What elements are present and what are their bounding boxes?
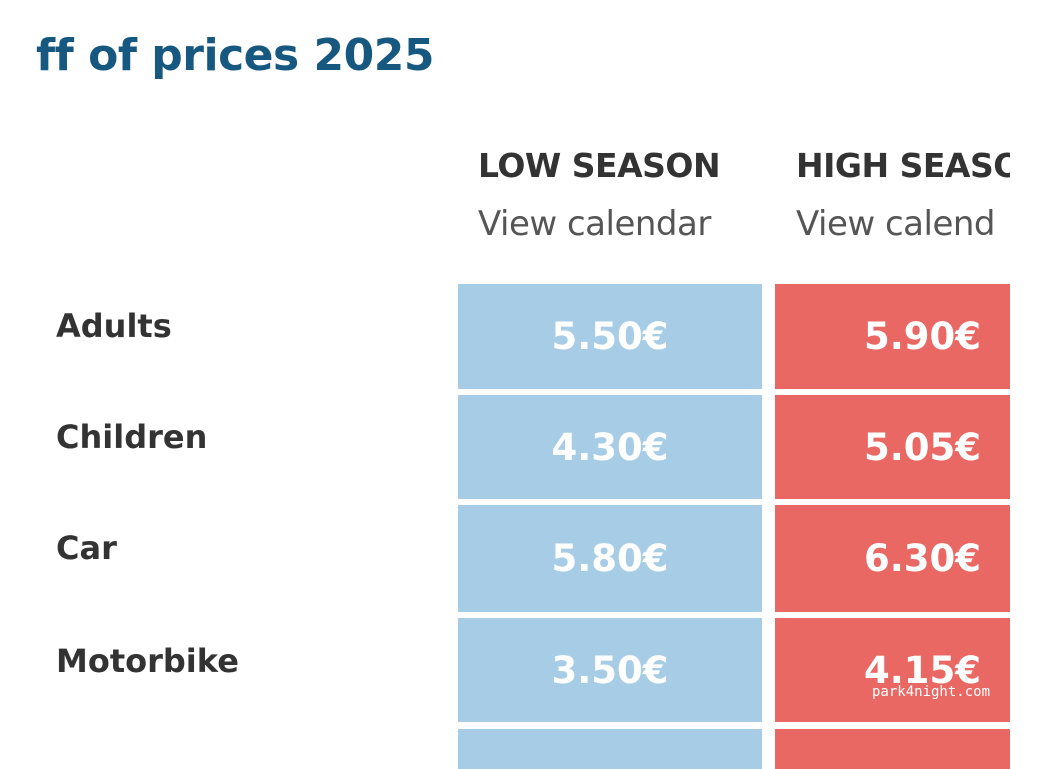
high-season-header: HIGH SEASO View calend <box>796 143 1010 247</box>
row-label-children: Children <box>56 418 208 456</box>
watermark: park4night.com <box>872 684 991 700</box>
high-season-title: HIGH SEASO <box>796 146 1010 185</box>
low-season-calendar-link[interactable]: View calendar <box>478 204 711 244</box>
low-season-header: LOW SEASON View calendar <box>478 143 748 247</box>
row-label-motorbike: Motorbike <box>56 642 239 680</box>
price-high-partial-row <box>775 729 1010 769</box>
page-title: ff of prices 2025 <box>36 30 434 81</box>
price-high-car: 6.30€ <box>775 505 1010 612</box>
price-high-adults: 5.90€ <box>775 284 1010 389</box>
row-label-car: Car <box>56 529 117 567</box>
price-low-motorbike: 3.50€ <box>458 618 762 722</box>
price-low-adults: 5.50€ <box>458 284 762 389</box>
row-label-adults: Adults <box>56 307 172 345</box>
price-low-partial-row <box>458 729 762 769</box>
price-low-car: 5.80€ <box>458 505 762 612</box>
price-low-children: 4.30€ <box>458 395 762 499</box>
high-season-calendar-link[interactable]: View calend <box>796 204 996 244</box>
price-high-children: 5.05€ <box>775 395 1010 499</box>
low-season-title: LOW SEASON <box>478 146 721 185</box>
price-high-motorbike: 4.15€ <box>775 618 1010 722</box>
